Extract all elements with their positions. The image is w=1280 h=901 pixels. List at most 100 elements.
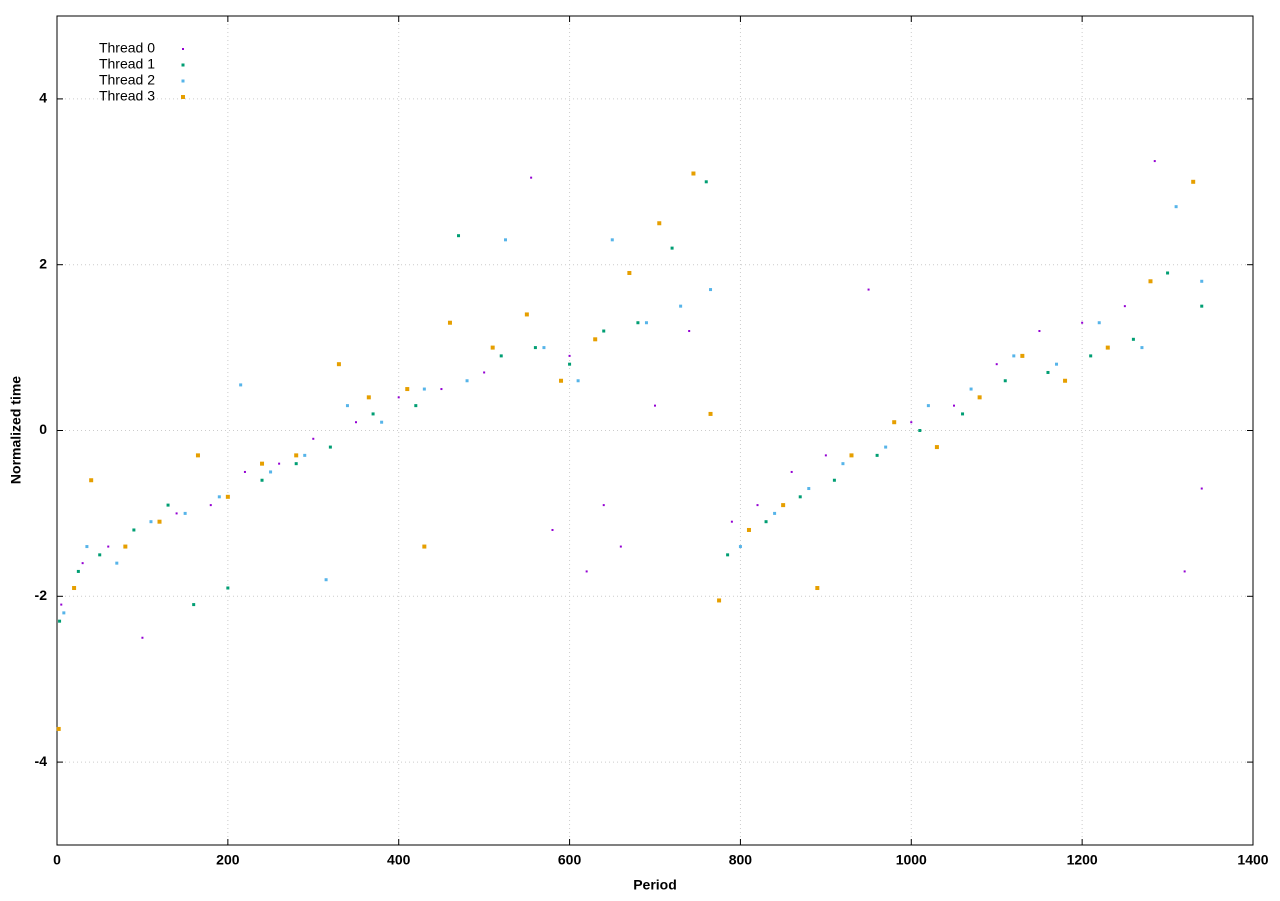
legend-marker — [181, 95, 185, 99]
point — [1140, 346, 1144, 350]
legend-marker — [181, 79, 185, 83]
point — [294, 462, 298, 466]
point — [910, 421, 913, 424]
point — [542, 346, 546, 350]
point — [405, 387, 410, 392]
point — [380, 420, 384, 424]
point — [324, 578, 328, 582]
point — [746, 527, 751, 532]
point — [884, 445, 888, 449]
point — [679, 304, 683, 308]
point — [849, 453, 854, 458]
point — [670, 246, 674, 250]
point — [1063, 378, 1068, 383]
point — [303, 453, 307, 457]
point — [1200, 279, 1204, 283]
point — [355, 421, 357, 424]
point — [440, 388, 443, 391]
legend-label: Thread 1 — [99, 56, 155, 72]
point — [530, 176, 533, 179]
point — [1046, 370, 1050, 374]
y-tick-label: -4 — [35, 753, 48, 769]
point — [60, 603, 63, 606]
point — [1166, 271, 1170, 275]
point — [995, 363, 998, 366]
point — [602, 504, 605, 507]
x-tick-label: 600 — [558, 852, 582, 868]
point — [790, 470, 793, 473]
point — [892, 420, 897, 425]
point — [107, 545, 110, 548]
point — [447, 320, 452, 325]
point — [961, 412, 965, 416]
point — [132, 528, 136, 532]
point — [841, 462, 845, 466]
point — [294, 453, 299, 458]
point — [397, 396, 400, 399]
legend-label: Thread 0 — [99, 40, 155, 56]
point — [98, 553, 102, 557]
point — [278, 462, 281, 465]
point — [81, 562, 84, 565]
point — [1097, 321, 1101, 325]
point — [1055, 362, 1059, 366]
point — [764, 520, 768, 524]
point — [371, 412, 375, 416]
x-tick-label: 800 — [729, 852, 753, 868]
x-tick-label: 1000 — [896, 852, 927, 868]
point — [1012, 354, 1016, 358]
point — [58, 619, 62, 623]
legend-marker — [181, 63, 185, 67]
point — [490, 345, 495, 350]
point — [183, 511, 187, 515]
point — [345, 404, 349, 408]
point — [654, 404, 656, 407]
point — [644, 321, 648, 325]
x-tick-label: 0 — [53, 852, 61, 868]
point — [422, 387, 426, 391]
point — [1003, 379, 1007, 383]
point — [175, 512, 178, 515]
point — [149, 520, 153, 524]
point — [815, 586, 820, 591]
point — [704, 180, 708, 184]
point — [730, 520, 733, 523]
point — [691, 171, 696, 176]
point — [209, 504, 212, 507]
point — [115, 561, 119, 565]
point — [76, 569, 80, 573]
point — [336, 362, 341, 367]
point — [72, 586, 77, 591]
point — [192, 603, 196, 607]
point — [366, 395, 371, 400]
point — [926, 404, 930, 408]
x-tick-label: 400 — [387, 852, 411, 868]
point — [328, 445, 332, 449]
point — [551, 528, 554, 531]
point — [756, 504, 759, 507]
x-tick-label: 1400 — [1237, 852, 1268, 868]
point — [593, 337, 598, 342]
point — [781, 503, 786, 508]
point — [708, 411, 713, 416]
point — [773, 511, 777, 515]
point — [1200, 487, 1203, 490]
point — [875, 453, 879, 457]
point — [157, 519, 162, 524]
point — [483, 371, 486, 374]
point — [798, 495, 802, 499]
point — [85, 545, 89, 549]
point — [585, 570, 588, 573]
point — [260, 461, 265, 466]
point — [1089, 354, 1093, 358]
point — [918, 429, 922, 432]
point — [166, 503, 170, 507]
legend-marker — [182, 48, 184, 50]
point — [1123, 305, 1126, 308]
point — [738, 545, 742, 549]
y-axis-label: Normalized time — [8, 376, 24, 484]
y-tick-label: -2 — [35, 587, 48, 603]
point — [1200, 304, 1204, 308]
point — [977, 395, 982, 400]
point — [312, 437, 315, 440]
